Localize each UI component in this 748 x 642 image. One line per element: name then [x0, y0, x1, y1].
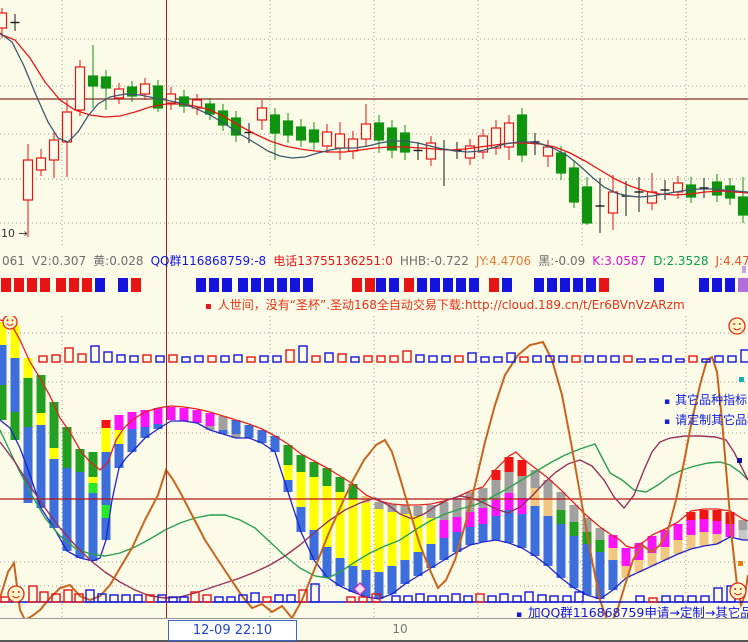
signal-square: [738, 278, 748, 292]
signal-square: [560, 278, 570, 292]
signal-square: [56, 278, 66, 292]
signal-square: [352, 278, 362, 292]
timestamp-readout: 12-09 22:10: [168, 620, 297, 641]
signal-square: [303, 278, 313, 292]
candles: [0, 8, 748, 237]
signal-square: [196, 278, 206, 292]
ma-line-red: [0, 33, 748, 196]
hollow-squares-bottom-row: [0, 583, 736, 603]
signal-square: [469, 278, 479, 292]
indicator-value: 黑:-0.09: [538, 254, 586, 268]
teal-marker: [739, 377, 744, 382]
indicator-value: 电话13755136251:0: [273, 254, 393, 268]
signal-square: [1, 278, 11, 292]
hollow-squares-top-row: [38, 345, 748, 363]
indicator-bars: [0, 322, 748, 599]
signal-square: [69, 278, 79, 292]
signal-square: [573, 278, 583, 292]
announcement-text[interactable]: 人世间，没有“圣杯”.圣动168全自动交易下载:http://cloud.189…: [217, 298, 685, 312]
signal-square: [699, 278, 709, 292]
indicator-value: HHB:-0.722: [399, 254, 469, 268]
signal-square: [443, 278, 453, 292]
orange-marker: [738, 561, 743, 566]
navy-marker: [737, 458, 742, 463]
signal-square-row: [0, 278, 748, 292]
signal-square: [712, 278, 722, 292]
signal-square: [290, 278, 300, 292]
menu-item-label[interactable]: 请定制其它品种: [675, 413, 748, 427]
indicator-value: QQ群116868759:-8: [150, 254, 267, 268]
signal-square: [489, 278, 499, 292]
menu-item-other-indicators[interactable]: ▪ 其它品种指标: [664, 391, 748, 408]
signal-square: [534, 278, 544, 292]
status-bar: 12-09 22:10 10: [0, 618, 748, 642]
signal-square: [251, 278, 261, 292]
purple-indicator-line: [0, 435, 748, 599]
lavender-marker: [742, 266, 746, 273]
indicator-value: K:3.0587: [592, 254, 647, 268]
signal-square: [95, 278, 105, 292]
signal-square: [376, 278, 386, 292]
announcement-banner[interactable]: ▪ 人世间，没有“圣杯”.圣动168全自动交易下载:http://cloud.18…: [205, 298, 748, 314]
page-indicator: 10: [392, 622, 408, 636]
bullet-icon: ▪: [664, 397, 671, 407]
bullet-icon: ▪: [516, 610, 523, 620]
indicator-value: JY:4.4706: [475, 254, 532, 268]
signal-square: [417, 278, 427, 292]
signal-square: [277, 278, 287, 292]
signal-square: [599, 278, 609, 292]
signal-square: [547, 278, 557, 292]
indicator-value: J:4.4706: [715, 254, 748, 268]
signal-square: [27, 278, 37, 292]
smiley-icon: [2, 316, 18, 330]
candlestick-chart[interactable]: 10 →: [0, 0, 748, 246]
qq-group-note-text[interactable]: 加QQ群116868759申请→定制→其它品种: [528, 605, 748, 620]
smiley-icon: [729, 582, 747, 600]
indicator-value: 061: [2, 254, 25, 268]
signal-square: [654, 278, 664, 292]
low-price-label: 10 →: [1, 227, 28, 240]
signal-square: [389, 278, 399, 292]
smiley-icon: [7, 585, 25, 603]
signal-square: [222, 278, 232, 292]
signal-square: [725, 278, 735, 292]
signal-square: [14, 278, 24, 292]
orange-indicator-line: [0, 340, 748, 618]
signal-square: [264, 278, 274, 292]
signal-square: [365, 278, 375, 292]
signal-square: [586, 278, 596, 292]
lower-envelope-line: [0, 419, 748, 600]
signal-square: [40, 278, 50, 292]
signal-square: [456, 278, 466, 292]
signal-square: [502, 278, 512, 292]
upper-envelope-line: [0, 319, 748, 549]
bullet-icon: ▪: [205, 301, 212, 312]
signal-square: [404, 278, 414, 292]
signal-square: [82, 278, 92, 292]
indicator-value: D:2.3528: [653, 254, 709, 268]
indicator-value: 黄:0.028: [93, 254, 144, 268]
menu-item-customize[interactable]: ▪ 请定制其它品种: [664, 411, 748, 428]
ma-line-dark: [0, 32, 748, 198]
signal-square: [238, 278, 248, 292]
diamond-marker: [353, 582, 367, 596]
signal-square: [430, 278, 440, 292]
indicator-panel-chart[interactable]: [0, 316, 748, 618]
indicator-readout-row: 061 V2:0.307 黄:0.028 QQ群116868759:-8 电话13755…: [2, 254, 748, 269]
indicator-value: V2:0.307: [31, 254, 87, 268]
signal-square: [131, 278, 141, 292]
qq-group-note[interactable]: ▪ 加QQ群116868759申请→定制→其它品种: [516, 602, 748, 621]
smiley-icon: [728, 317, 746, 335]
bullet-icon: ▪: [664, 417, 671, 427]
menu-item-label[interactable]: 其它品种指标: [675, 393, 748, 407]
signal-square: [118, 278, 128, 292]
signal-square: [209, 278, 219, 292]
crosshair-vertical-line: [166, 0, 167, 618]
